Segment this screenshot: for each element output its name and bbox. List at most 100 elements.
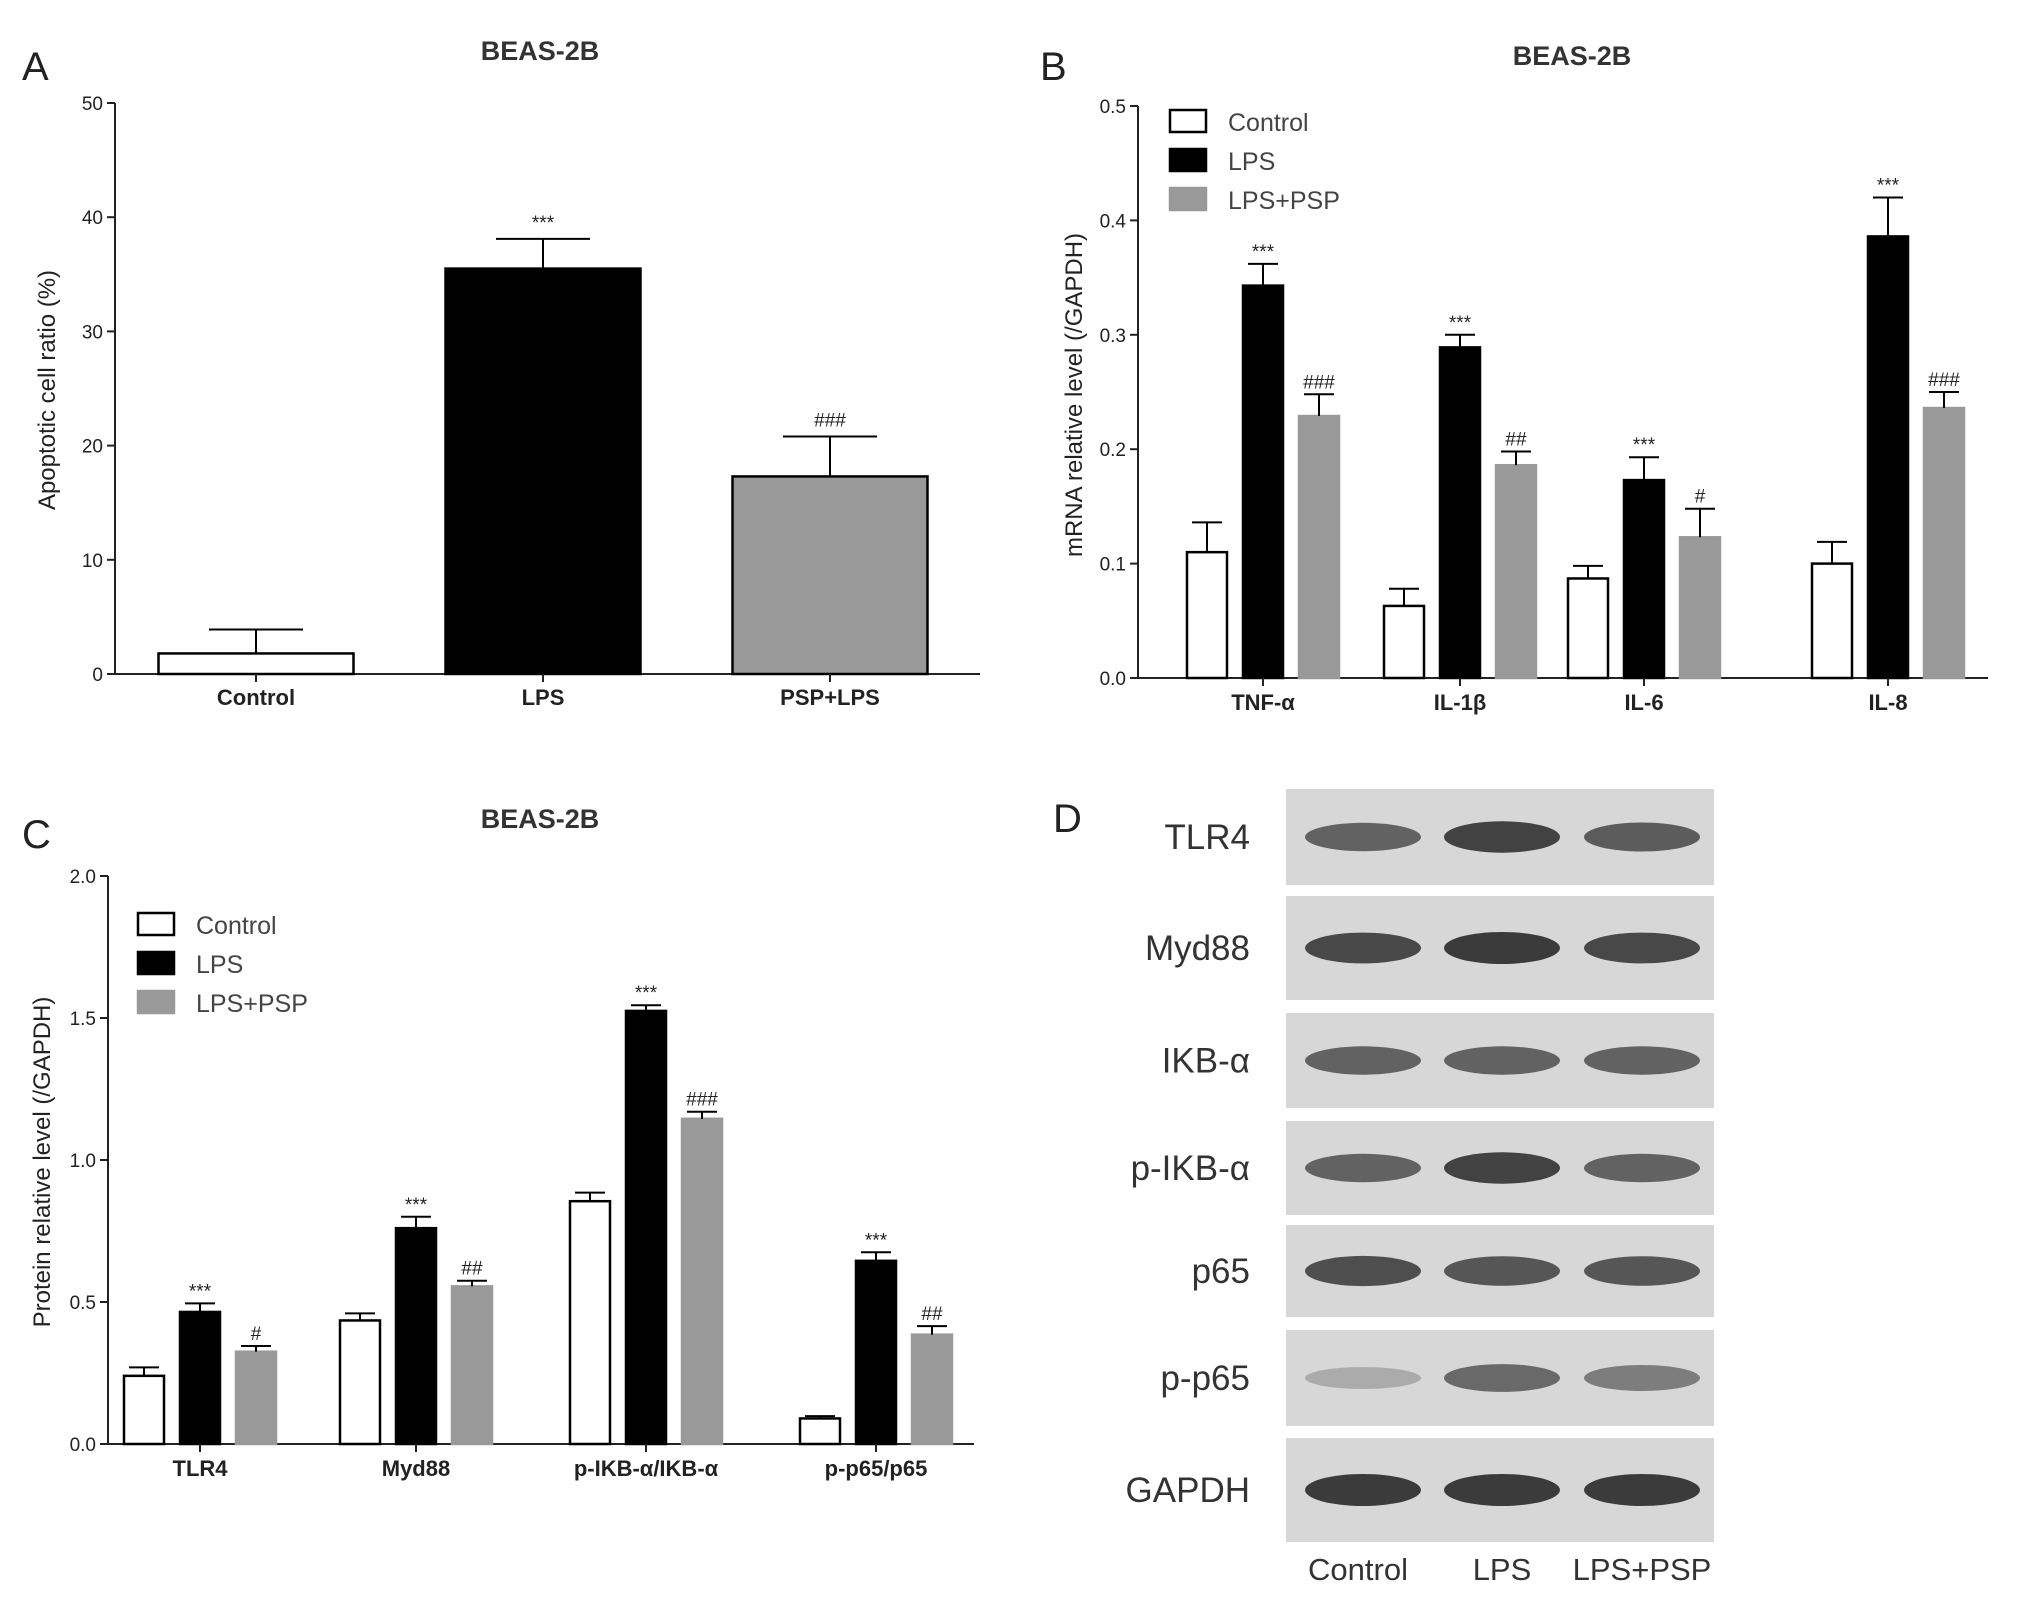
panel-c-y-axis-label: Protein relative level (/GAPDH) (29, 997, 56, 1328)
blot-row-label: p65 (1192, 1252, 1250, 1291)
panel-b-bar (1678, 536, 1722, 680)
panel-b-bar (1185, 550, 1229, 680)
blot-band (1444, 1256, 1560, 1286)
panel-c-category-label: TLR4 (173, 1456, 229, 1481)
panel-c-legend-swatch (136, 911, 176, 937)
panel-b-bar (1810, 562, 1854, 680)
panel-c-y-tick-label: 1.0 (70, 1151, 96, 1172)
panel-b-y-tick-label: 0.3 (1100, 326, 1126, 347)
panel-b-y-tick-label: 0.1 (1100, 555, 1126, 576)
panel-c-bar (624, 1009, 668, 1446)
panel-a-category-label: PSP+LPS (780, 685, 880, 710)
panel-b-bar (1438, 346, 1482, 680)
panel-b-bar (1297, 414, 1341, 680)
panel-c-bar (450, 1285, 494, 1446)
blot-row-label: Myd88 (1145, 929, 1250, 968)
panel-c-category-label: p-p65/p65 (825, 1456, 928, 1481)
panel-c-significance-label: *** (635, 983, 658, 1004)
panel-c-category-label: p-IKB-α/IKB-α (574, 1456, 719, 1481)
panel-b-y-axis-label: mRNA relative level (/GAPDH) (1061, 233, 1088, 557)
panel-b-bar (1922, 406, 1966, 680)
panel-c-significance-label: ## (921, 1304, 943, 1325)
panel-c-legend-swatch (136, 989, 176, 1015)
panel-a-y-tick-label: 40 (82, 208, 103, 229)
panel-c-legend-label: LPS (196, 951, 243, 979)
panel-c-legend-swatch (136, 950, 176, 976)
panel-d-label: D (1053, 797, 1082, 841)
panel-c-bar (178, 1310, 222, 1446)
panel-b-category-label: TNF-α (1231, 690, 1295, 715)
panel-c-significance-label: ## (461, 1259, 483, 1280)
blot-band (1305, 822, 1421, 852)
panel-a-bar (157, 652, 355, 676)
panel-b-category-label: IL-6 (1624, 690, 1663, 715)
panel-c-bar (798, 1417, 842, 1446)
blot-band (1584, 1474, 1700, 1506)
blot-row-label: IKB-α (1162, 1042, 1250, 1081)
panel-c-y-tick-label: 1.5 (70, 1009, 96, 1030)
panel-a-y-tick-label: 0 (92, 665, 103, 686)
panel-b-bar (1494, 463, 1538, 680)
panel-a-category-label: Control (217, 685, 295, 710)
panel-b-significance-label: *** (1633, 435, 1656, 456)
panel-b-y-tick-label: 0.5 (1100, 97, 1126, 118)
blot-band (1584, 822, 1700, 852)
panel-b: B BEAS-2B mRNA relative level (/GAPDH) 0… (1040, 41, 1988, 715)
panel-c-bar (234, 1350, 278, 1446)
panel-b-y-tick-label: 0.0 (1100, 669, 1126, 690)
blot-lane-label: Control (1308, 1552, 1408, 1587)
panel-b-legend-swatch (1168, 147, 1208, 173)
panel-c-bar (854, 1259, 898, 1446)
blot-band (1584, 1153, 1700, 1183)
panel-b-category-label: IL-8 (1868, 690, 1907, 715)
blot-band (1305, 1046, 1421, 1075)
panel-a-significance-label: *** (532, 213, 555, 234)
panel-b-title: BEAS-2B (1513, 41, 1632, 71)
blot-band (1305, 932, 1421, 964)
blot-band (1305, 1474, 1421, 1506)
panel-c-significance-label: *** (189, 1281, 212, 1302)
panel-b-significance-label: ### (1303, 372, 1335, 393)
panel-a-y-tick-label: 20 (82, 437, 103, 458)
panel-a-label: A (22, 45, 49, 89)
panel-c-legend-label: LPS+PSP (196, 990, 308, 1018)
panel-c-bar (122, 1374, 166, 1446)
panel-b-bar (1566, 577, 1610, 680)
panel-d: D TLR4 Myd88 IKB-α p-IKB-α p65 p-p65 GAPDH Cont… (1053, 789, 1714, 1587)
panel-b-significance-label: ## (1505, 429, 1527, 450)
blot-band (1584, 1256, 1700, 1286)
panel-c-significance-label: *** (405, 1195, 428, 1216)
panel-b-significance-label: *** (1877, 176, 1900, 197)
panel-b-significance-label: ### (1928, 370, 1960, 391)
blot-band (1444, 932, 1560, 964)
blot-band (1444, 1474, 1560, 1506)
panel-c-bar (680, 1117, 724, 1446)
panel-b-bar (1382, 604, 1426, 680)
panel-b-bar (1866, 235, 1910, 680)
blot-band (1584, 1365, 1700, 1391)
panel-c-bar (394, 1226, 438, 1446)
panel-b-legend-label: LPS (1228, 148, 1275, 176)
panel-b-bar (1622, 478, 1666, 680)
panel-c-legend-label: Control (196, 912, 277, 940)
blot-band (1444, 1364, 1560, 1392)
blot-band (1305, 1153, 1421, 1183)
blot-band (1305, 1367, 1421, 1389)
panel-a-y-axis-label: Apoptotic cell ratio (%) (34, 270, 61, 510)
blot-row-label: GAPDH (1126, 1471, 1250, 1510)
blot-band (1305, 1255, 1421, 1287)
panel-c-title: BEAS-2B (481, 804, 600, 834)
panel-c-significance-label: # (251, 1324, 262, 1345)
panel-b-legend-swatch (1168, 108, 1208, 134)
panel-b-label: B (1040, 45, 1067, 89)
panel-b-y-tick-label: 0.4 (1100, 211, 1127, 232)
panel-c-bar (568, 1199, 612, 1446)
panel-b-significance-label: *** (1252, 242, 1275, 263)
panel-a-bar (444, 267, 642, 676)
blot-band (1444, 1046, 1560, 1075)
panel-c-category-label: Myd88 (382, 1456, 450, 1481)
panel-c: C BEAS-2B Protein relative level (/GAPDH… (22, 804, 974, 1481)
panel-b-bar (1241, 284, 1285, 680)
panel-b-significance-label: # (1695, 487, 1706, 508)
panel-b-significance-label: *** (1449, 313, 1472, 334)
